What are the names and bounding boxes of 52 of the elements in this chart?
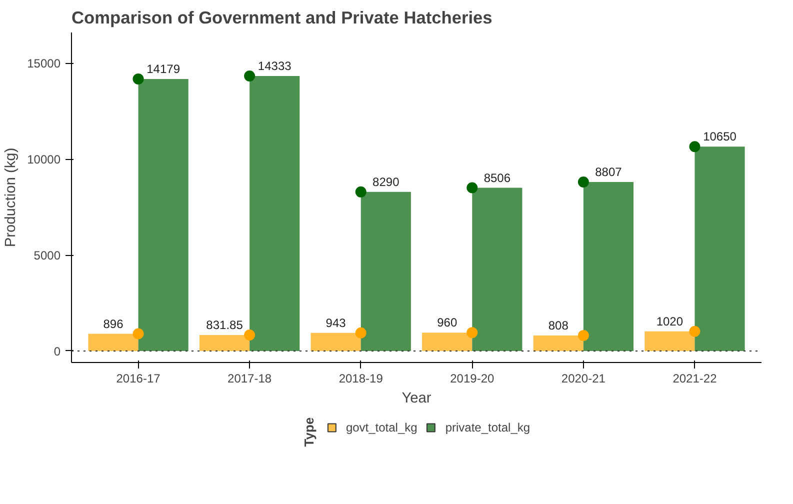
bar — [138, 78, 188, 351]
bar — [422, 332, 472, 351]
y-tick-label: 15000 — [27, 56, 61, 71]
x-tick-label: 2019-20 — [450, 372, 494, 386]
y-axis-title: Production (kg) — [3, 148, 20, 248]
point — [132, 328, 144, 340]
point — [466, 327, 478, 338]
point — [578, 330, 589, 341]
legend-label: private_total_kg — [445, 420, 530, 434]
point — [689, 141, 700, 152]
data-label: 1020 — [656, 314, 684, 328]
point — [355, 186, 366, 198]
x-tick-label: 2020-21 — [561, 372, 606, 386]
bar — [88, 334, 138, 351]
bar — [250, 76, 300, 351]
chart-title: Comparison of Government and Private Hatcheries — [72, 8, 492, 28]
legend-title: Type — [300, 416, 316, 446]
y-tick-label: 0 — [54, 344, 61, 358]
data-label: 10650 — [703, 130, 737, 144]
bar — [533, 335, 584, 351]
x-axis-title: Year — [402, 390, 432, 406]
y-tick-label: 5000 — [34, 248, 61, 263]
point — [244, 330, 256, 341]
x-tick-label: 2018-19 — [338, 372, 384, 386]
data-label: 808 — [548, 318, 569, 332]
y-tick-label: 10000 — [27, 152, 61, 167]
bar — [310, 332, 361, 351]
bar — [199, 335, 250, 351]
bar — [583, 182, 634, 351]
x-tick-label: 2017-18 — [228, 372, 272, 386]
data-label: 14179 — [146, 62, 180, 76]
data-label: 14333 — [258, 58, 292, 73]
x-tick-label: 2016-17 — [116, 372, 161, 386]
legend-label: govt_total_kg — [346, 420, 418, 434]
data-label: 896 — [103, 316, 124, 331]
data-label: 960 — [437, 316, 458, 330]
bar — [360, 192, 411, 351]
point — [244, 70, 256, 82]
x-tick-label: 2021-22 — [672, 372, 718, 386]
point — [355, 327, 366, 338]
data-label: 8506 — [484, 170, 511, 185]
bar — [472, 188, 522, 351]
point — [578, 176, 589, 188]
data-label: 8290 — [372, 174, 400, 189]
bar — [694, 146, 745, 351]
point — [689, 326, 700, 337]
data-label: 8807 — [595, 165, 622, 180]
point — [132, 73, 144, 84]
bar — [644, 331, 695, 351]
point — [466, 182, 478, 194]
data-label: 831.85 — [206, 318, 244, 332]
data-label: 943 — [326, 316, 346, 330]
